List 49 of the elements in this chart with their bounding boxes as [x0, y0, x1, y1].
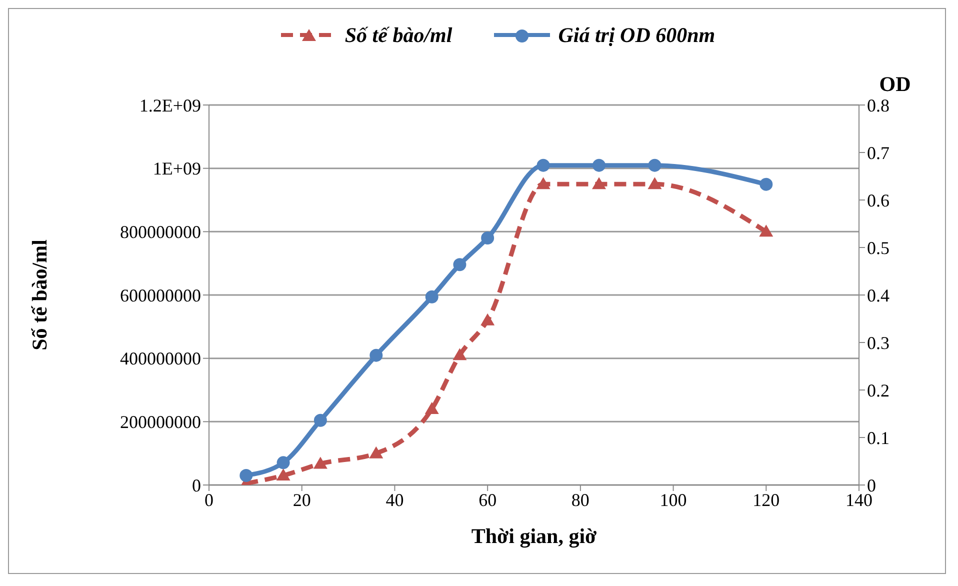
- point: [592, 177, 606, 190]
- y-axis-title: Số tế bào/ml: [27, 239, 52, 350]
- y-tick-label: 600000000: [120, 285, 201, 306]
- point: [536, 158, 550, 172]
- point: [648, 158, 662, 172]
- point: [314, 414, 327, 427]
- y-tick-label: 200000000: [120, 412, 201, 432]
- y2-tick-label: 0.2: [867, 380, 890, 400]
- y-tick-label: 1E+09: [152, 158, 201, 179]
- y2-tick-label: 0.6: [867, 190, 890, 210]
- x-tick-label: 80: [571, 490, 590, 510]
- legend-label: Số tế bào/ml: [344, 22, 452, 48]
- legend-label: Giá trị OD 600nm: [558, 22, 716, 48]
- x-tick-label: 100: [660, 490, 687, 510]
- point: [453, 258, 466, 272]
- x-tick-label: 60: [478, 490, 497, 510]
- y2-tick-label: 0.5: [867, 238, 890, 258]
- point: [276, 468, 290, 480]
- y2-tick-label: 0.1: [867, 428, 890, 448]
- y2-tick-label: 0.4: [867, 285, 890, 306]
- y2-tick-label: 0.3: [867, 332, 890, 353]
- point: [369, 446, 384, 458]
- point: [760, 178, 773, 191]
- point: [480, 313, 495, 326]
- point: [592, 158, 606, 172]
- point: [425, 290, 438, 304]
- point: [536, 177, 550, 190]
- y-tick-label: 0: [192, 475, 201, 496]
- y-tick-label: 1.2E+09: [139, 95, 201, 116]
- point: [240, 469, 253, 482]
- point: [452, 348, 467, 360]
- x-axis-title: Thời gian, giờ: [471, 524, 598, 548]
- y-tick-label: 400000000: [120, 348, 201, 369]
- y2-tick-label: 0: [867, 475, 876, 496]
- x-tick-label: 120: [752, 490, 780, 510]
- point: [276, 456, 290, 470]
- point: [759, 224, 774, 237]
- point: [370, 348, 383, 362]
- point: [648, 177, 662, 190]
- y-tick-label: 800000000: [120, 222, 201, 242]
- point: [313, 456, 328, 469]
- x-tick-label: 40: [386, 490, 404, 510]
- x-tick-label: 20: [292, 490, 311, 510]
- y2-tick-label: 0.7: [867, 142, 890, 163]
- y2-tick-label: 0.8: [867, 95, 890, 116]
- x-tick-label: 0: [204, 490, 214, 510]
- y2-axis-title: OD: [879, 72, 911, 96]
- point: [424, 402, 439, 414]
- point: [481, 232, 494, 244]
